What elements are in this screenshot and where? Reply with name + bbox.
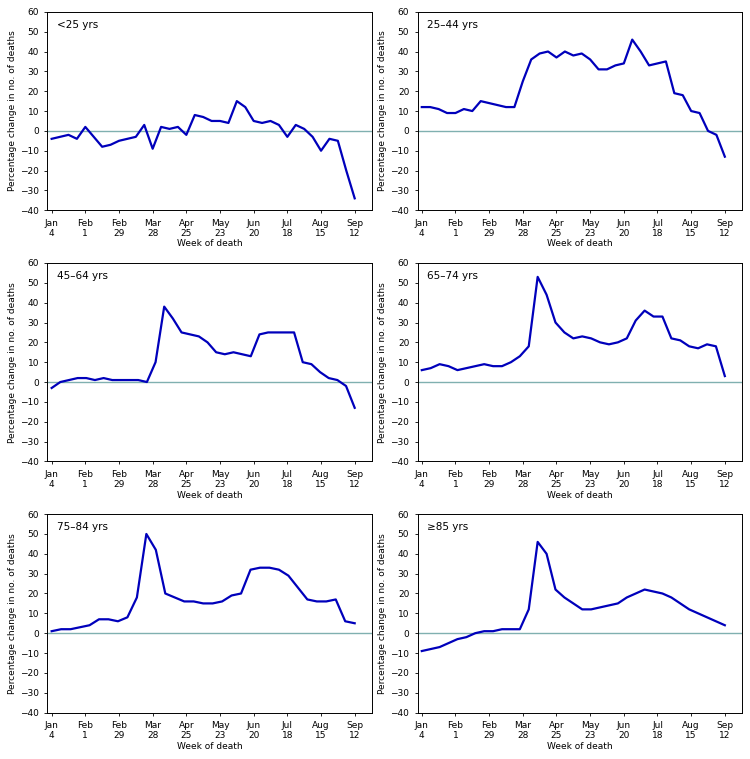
X-axis label: Week of death: Week of death xyxy=(177,742,242,751)
Text: 65–74 yrs: 65–74 yrs xyxy=(427,271,478,281)
Y-axis label: Percentage change in no. of deaths: Percentage change in no. of deaths xyxy=(379,533,388,694)
Y-axis label: Percentage change in no. of deaths: Percentage change in no. of deaths xyxy=(8,282,17,442)
X-axis label: Week of death: Week of death xyxy=(177,239,242,248)
Y-axis label: Percentage change in no. of deaths: Percentage change in no. of deaths xyxy=(379,30,388,191)
Y-axis label: Percentage change in no. of deaths: Percentage change in no. of deaths xyxy=(8,533,17,694)
Text: 25–44 yrs: 25–44 yrs xyxy=(427,20,478,30)
X-axis label: Week of death: Week of death xyxy=(547,490,613,499)
Y-axis label: Percentage change in no. of deaths: Percentage change in no. of deaths xyxy=(8,30,17,191)
X-axis label: Week of death: Week of death xyxy=(547,742,613,751)
Text: 45–64 yrs: 45–64 yrs xyxy=(57,271,108,281)
Y-axis label: Percentage change in no. of deaths: Percentage change in no. of deaths xyxy=(379,282,388,442)
Text: <25 yrs: <25 yrs xyxy=(57,20,98,30)
Text: 75–84 yrs: 75–84 yrs xyxy=(57,522,108,532)
Text: ≥85 yrs: ≥85 yrs xyxy=(427,522,469,532)
X-axis label: Week of death: Week of death xyxy=(177,490,242,499)
X-axis label: Week of death: Week of death xyxy=(547,239,613,248)
